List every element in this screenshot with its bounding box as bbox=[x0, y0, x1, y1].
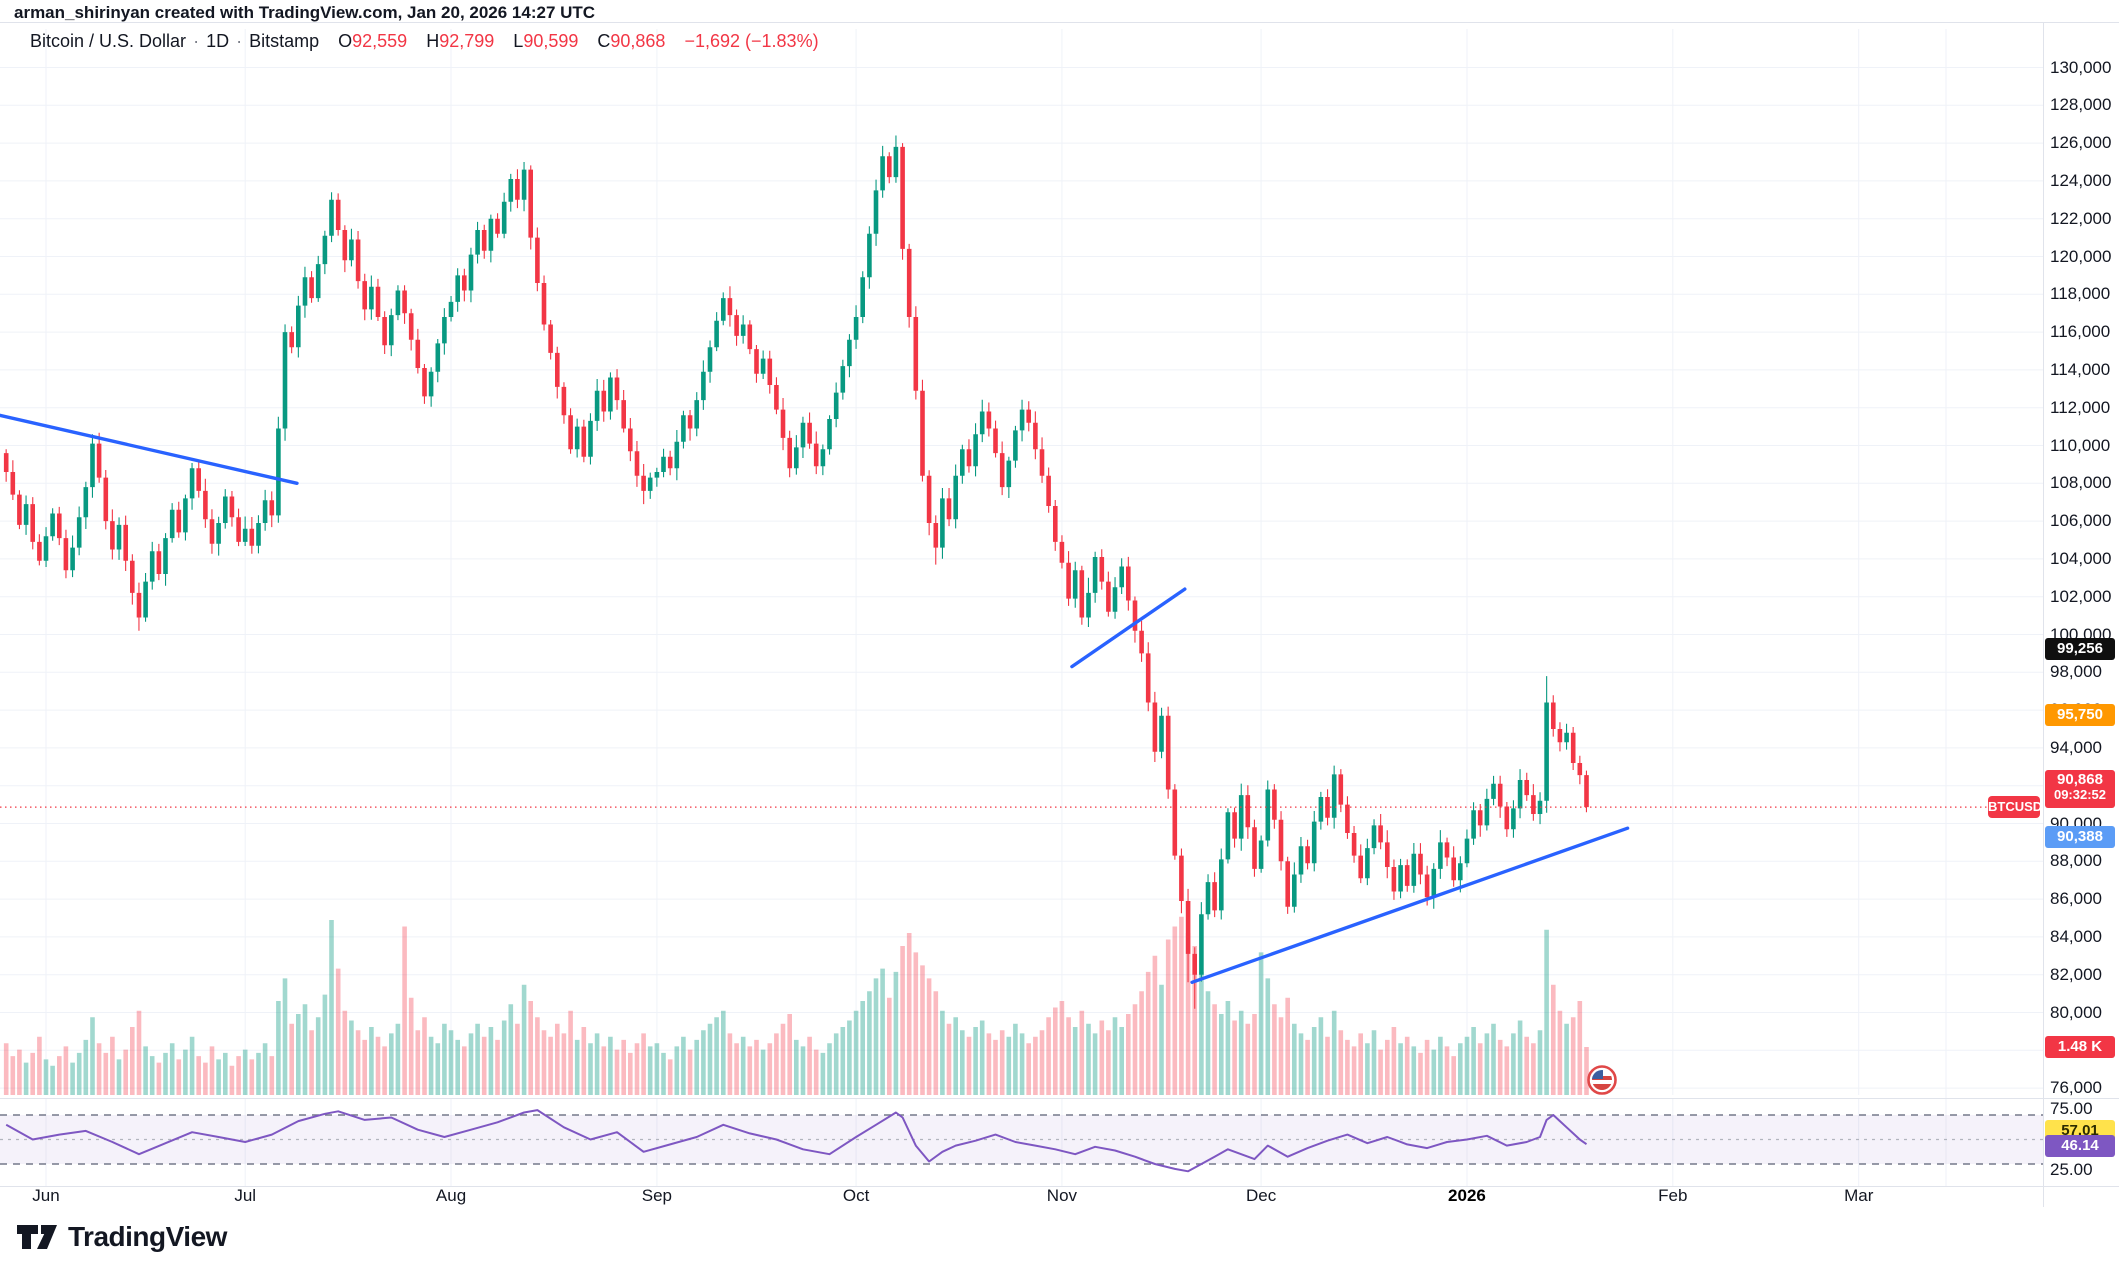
countdown-timer: 09:32:52 bbox=[2053, 787, 2107, 803]
interval-label: 1D bbox=[206, 31, 230, 51]
price-tick-label: 128,000 bbox=[2050, 95, 2112, 115]
price-tick-label: 126,000 bbox=[2050, 133, 2112, 153]
symbol-name: Bitcoin / U.S. Dollar bbox=[30, 31, 187, 51]
price-gridlines bbox=[0, 67, 2043, 1089]
price-tick-label: 118,000 bbox=[2050, 284, 2111, 304]
ohlc-high: H92,799 bbox=[426, 31, 495, 51]
time-axis-label-Jun: Jun bbox=[32, 1186, 60, 1205]
time-axis-label-Mar: Mar bbox=[1844, 1186, 1874, 1205]
price-tick-label: 120,000 bbox=[2050, 246, 2112, 266]
price-tick-label: 76,000 bbox=[2050, 1078, 2102, 1098]
sma200-price-badge: 99,256 bbox=[2045, 637, 2115, 660]
symbol-price-tag: BTCUSD bbox=[1988, 796, 2042, 819]
legend-separator: · bbox=[236, 31, 243, 51]
ohlc-close: C90,868 bbox=[597, 31, 666, 51]
rsi-tick-label: 75.00 bbox=[2050, 1098, 2093, 1118]
rsi-badge: 46.14 bbox=[2045, 1135, 2115, 1158]
legend-separator: · bbox=[193, 31, 200, 51]
price-tick-label: 84,000 bbox=[2050, 926, 2102, 946]
price-tick-label: 86,000 bbox=[2050, 889, 2102, 909]
volume-bars-up bbox=[23, 920, 1569, 1095]
price-tick-label: 98,000 bbox=[2050, 662, 2102, 682]
time-axis-label-Nov: Nov bbox=[1046, 1186, 1078, 1205]
tradingview-logo-icon bbox=[17, 1225, 57, 1249]
footer-bar: TradingView bbox=[0, 1207, 2119, 1269]
time-axis-label-Sep: Sep bbox=[641, 1186, 672, 1205]
time-axis-label-Aug: Aug bbox=[435, 1186, 467, 1205]
trendline-1[interactable] bbox=[0, 413, 299, 485]
price-tick-label: 82,000 bbox=[2050, 964, 2102, 984]
rsi-band bbox=[0, 1115, 2043, 1164]
time-axis-label-Oct: Oct bbox=[842, 1186, 870, 1205]
price-tick-label: 130,000 bbox=[2050, 57, 2112, 77]
attribution-text: arman_shirinyan created with TradingView… bbox=[14, 3, 596, 22]
sma100-price-badge: 95,750 bbox=[2045, 703, 2115, 726]
price-tick-label: 112,000 bbox=[2050, 397, 2111, 417]
ohlc-low: L90,599 bbox=[513, 31, 579, 51]
time-axis-label-2026: 2026 bbox=[1448, 1186, 1486, 1205]
symbol-legend: Bitcoin / U.S. Dollar · 1D · Bitstamp O92,55… bbox=[30, 31, 819, 52]
price-tick-label: 80,000 bbox=[2050, 1002, 2102, 1022]
rsi-70-30-lines bbox=[0, 1114, 2043, 1165]
price-tick-label: 124,000 bbox=[2050, 170, 2112, 190]
exchange-label: Bitstamp bbox=[249, 31, 320, 51]
last-price-badge: 90,868 09:32:52 bbox=[2045, 770, 2115, 809]
price-tick-label: 110,000 bbox=[2050, 435, 2111, 455]
rsi-line bbox=[5, 1109, 1588, 1173]
chart-canvas[interactable] bbox=[0, 23, 2119, 1208]
price-tick-label: 108,000 bbox=[2050, 473, 2112, 493]
time-axis-label-Jul: Jul bbox=[234, 1186, 257, 1205]
price-tick-label: 94,000 bbox=[2050, 737, 2102, 757]
time-axis-label-Feb: Feb bbox=[1658, 1186, 1688, 1205]
price-tick-label: 116,000 bbox=[2050, 322, 2111, 342]
trendline-2[interactable] bbox=[1070, 587, 1187, 669]
usd-flag-icon bbox=[1587, 1065, 1617, 1095]
attribution-bar: arman_shirinyan created with TradingView… bbox=[0, 0, 2119, 22]
sma50-price-badge: 90,388 bbox=[2045, 826, 2115, 849]
candles-down bbox=[3, 143, 1589, 1009]
ohlc-open: O92,559 bbox=[338, 31, 408, 51]
trendline-3[interactable] bbox=[1190, 826, 1630, 984]
price-tick-label: 102,000 bbox=[2050, 586, 2112, 606]
price-tick-label: 104,000 bbox=[2050, 548, 2112, 568]
price-tick-label: 106,000 bbox=[2050, 511, 2112, 531]
tradingview-logo[interactable]: TradingView bbox=[16, 1221, 227, 1253]
tradingview-logo-text: TradingView bbox=[68, 1221, 227, 1252]
price-tick-label: 122,000 bbox=[2050, 208, 2112, 228]
change-label: −1,692 (−1.83%) bbox=[684, 31, 819, 51]
volume-badge: 1.48 K bbox=[2045, 1036, 2115, 1059]
price-tick-label: 114,000 bbox=[2050, 359, 2111, 379]
price-tick-label: 88,000 bbox=[2050, 851, 2102, 871]
rsi-tick-label: 25.00 bbox=[2050, 1160, 2093, 1180]
time-axis-label-Dec: Dec bbox=[1245, 1186, 1277, 1205]
chart-area[interactable]: Bitcoin / U.S. Dollar · 1D · Bitstamp O92,55… bbox=[0, 22, 2119, 1208]
pane-separators bbox=[0, 23, 2119, 1208]
